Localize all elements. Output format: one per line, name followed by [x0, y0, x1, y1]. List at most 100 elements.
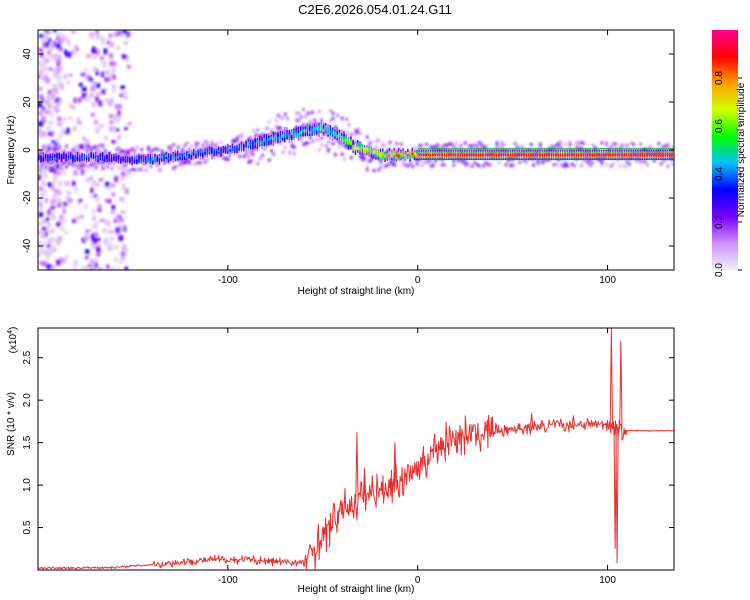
ridge-cell: [293, 133, 295, 137]
ridge-cell: [438, 153, 441, 157]
haze-cell: [88, 145, 91, 149]
noise-cell: [53, 168, 58, 175]
haze-cell: [379, 159, 383, 163]
noise-cell: [89, 267, 94, 270]
haze-cell: [179, 163, 182, 167]
spectrogram-y-tick-label: -40: [22, 238, 33, 253]
haze-cell: [571, 162, 574, 166]
haze-cell: [559, 145, 563, 149]
haze-cell: [286, 116, 289, 120]
haze-cell: [384, 164, 387, 168]
noise-cell: [78, 97, 82, 103]
noise-cell: [41, 243, 46, 248]
ridge-cell: [279, 130, 281, 141]
haze-cell: [51, 166, 55, 170]
ridge-cell: [637, 153, 639, 157]
ridge-cell: [211, 150, 213, 153]
noise-cell: [120, 210, 126, 214]
noise-cell: [109, 126, 114, 132]
ridge-cell: [163, 157, 165, 160]
noise-cell: [100, 36, 106, 41]
colorbar-tick-label: 0.0: [714, 263, 725, 277]
haze-cell: [413, 146, 417, 150]
ridge-cell: [170, 156, 172, 160]
haze-cell: [186, 141, 189, 145]
ridge-cell: [359, 147, 361, 151]
haze-cell: [452, 144, 456, 148]
ridge-cell: [363, 148, 366, 153]
haze-cell: [393, 163, 396, 167]
haze-cell: [318, 148, 321, 152]
ridge-cell: [334, 133, 336, 137]
haze-cell: [274, 119, 278, 123]
noise-cell: [50, 237, 55, 243]
ridge-cell: [669, 153, 671, 157]
ridge-cell: [320, 128, 322, 132]
haze-cell: [555, 163, 558, 167]
noise-cell: [93, 119, 99, 125]
ridge-cell: [295, 130, 297, 135]
haze-cell: [302, 143, 305, 147]
noise-cell: [54, 144, 60, 150]
ridge-cell: [217, 149, 220, 153]
haze-cell: [279, 126, 282, 130]
haze-cell: [434, 159, 437, 163]
haze-cell: [252, 152, 255, 156]
spectrogram-ridge: [38, 119, 674, 167]
haze-cell: [350, 156, 353, 160]
noise-cell: [47, 145, 52, 151]
haze-cell: [331, 142, 335, 146]
noise-cell: [50, 211, 55, 217]
haze-cell: [368, 143, 371, 147]
noise-cell: [58, 203, 64, 208]
haze-cell: [211, 142, 214, 146]
ridge-cell: [195, 154, 197, 159]
ridge-cell: [509, 153, 512, 157]
haze-cell: [293, 145, 296, 149]
haze-cell: [99, 143, 102, 147]
noise-cell: [51, 40, 56, 46]
snr-multiplier: (x104): [7, 327, 19, 354]
haze-cell: [197, 161, 200, 165]
haze-cell: [379, 161, 383, 165]
noise-cell: [94, 152, 100, 157]
ridge-cell: [256, 140, 259, 144]
ridge-cell: [659, 153, 662, 157]
haze-cell: [591, 161, 595, 165]
noise-cell: [113, 244, 119, 249]
haze-cell: [60, 162, 64, 166]
noise-cell: [96, 49, 101, 56]
ridge-cell: [413, 152, 416, 157]
ridge-cell: [473, 153, 475, 157]
noise-cell: [90, 35, 94, 40]
haze-cell: [341, 130, 344, 134]
ridge-cell: [104, 155, 106, 159]
ridge-cell: [186, 155, 188, 159]
haze-cell: [231, 139, 235, 143]
haze-cell: [74, 164, 77, 168]
ridge-cell: [520, 153, 523, 157]
ridge-cell: [290, 131, 293, 135]
ridge-cell: [92, 156, 95, 159]
noise-cell: [89, 77, 93, 82]
noise-cell: [38, 240, 41, 245]
noise-cell: [120, 251, 126, 257]
noise-cell: [123, 55, 128, 60]
haze-cell: [552, 145, 556, 149]
ridge-cell: [309, 124, 311, 131]
haze-cell: [557, 141, 560, 145]
noise-cell: [38, 130, 42, 136]
noise-cell: [49, 248, 54, 254]
ridge-cell: [245, 143, 247, 146]
noise-cell: [46, 50, 52, 56]
noise-cell: [64, 49, 68, 55]
noise-cell: [121, 183, 126, 187]
noise-cell: [53, 86, 59, 92]
ridge-cell: [461, 153, 464, 157]
haze-cell: [206, 144, 209, 148]
noise-cell: [59, 99, 63, 104]
noise-cell: [47, 182, 52, 187]
ridge-cell: [671, 153, 673, 157]
ridge-cell: [126, 157, 129, 160]
ridge-cell: [552, 153, 555, 157]
